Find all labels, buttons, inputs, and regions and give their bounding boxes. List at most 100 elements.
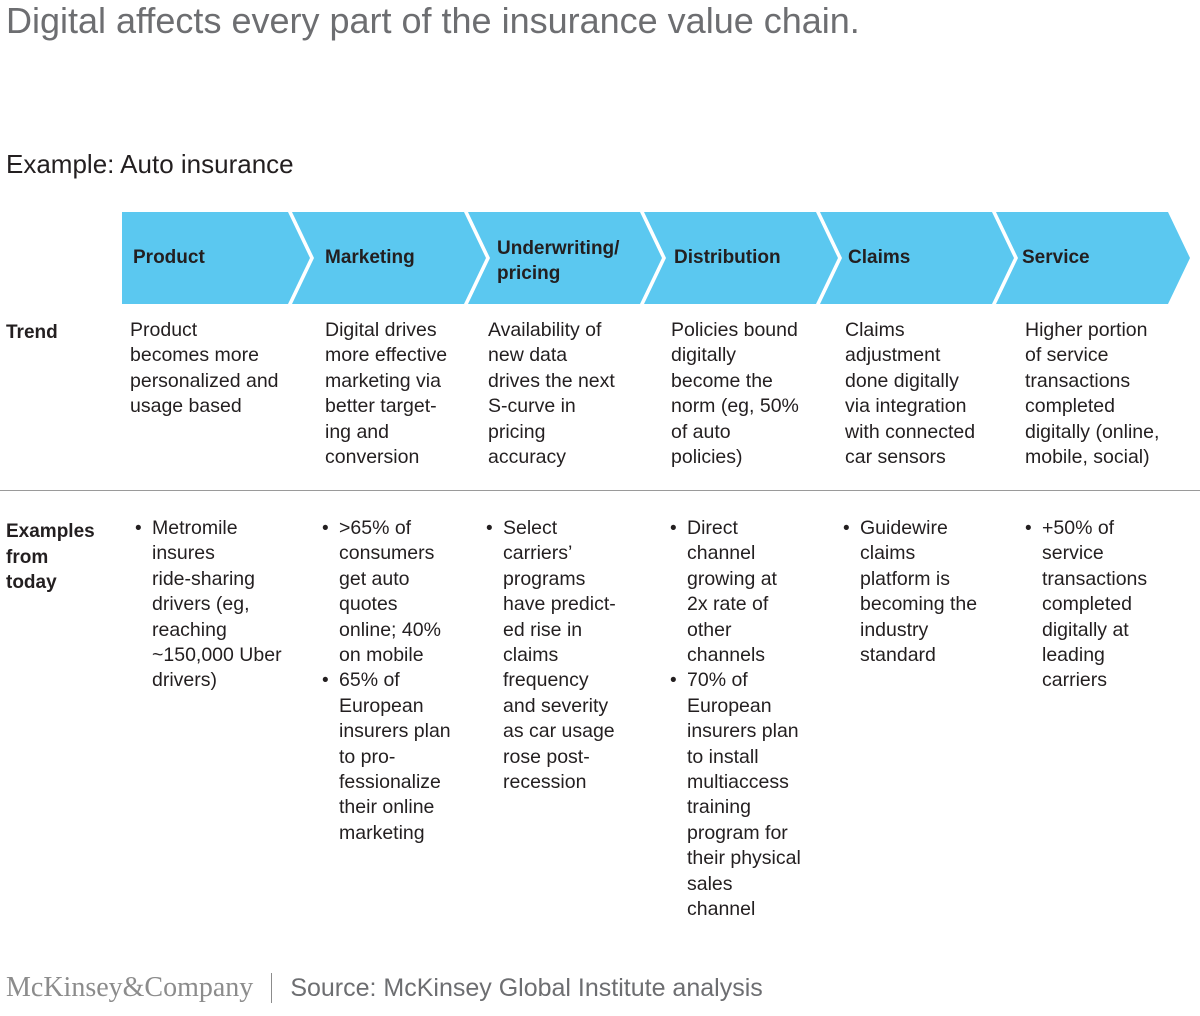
bullet-line: quotes — [339, 593, 398, 616]
trend-line: Digital drives — [325, 319, 437, 341]
bullet-line: Guidewire — [860, 517, 948, 539]
trend-line: personalized and — [130, 369, 279, 392]
trend-line: via integration — [845, 395, 967, 418]
bullet-line: reaching — [152, 618, 227, 641]
bullet-list: Guidewire claims platform is becoming th… — [843, 516, 1014, 668]
trend-marketing: Digital drives more effective marketing … — [325, 318, 485, 470]
examples-marketing: >65% of consumers get auto quotes online… — [322, 516, 483, 846]
bullet-line: standard — [860, 644, 936, 667]
bullet-line: their online — [339, 796, 435, 819]
trend-line: pricing — [488, 420, 546, 443]
bullet-line: sales — [687, 872, 733, 895]
bullet-line: have predict- — [503, 593, 616, 616]
bullet-line: growing at — [687, 567, 777, 590]
trend-line: done digitally — [845, 369, 959, 392]
bullet-line: 2x rate of — [687, 593, 769, 616]
trend-line: drives the next — [488, 369, 615, 392]
row-label-examples: Examples from today — [6, 519, 95, 596]
chevron-product — [122, 212, 310, 304]
value-chain-chevrons — [122, 212, 1190, 304]
trend-line: Policies bound — [671, 319, 798, 341]
trend-line: new data — [488, 344, 568, 367]
bullet-line: ed rise in — [503, 618, 583, 641]
trend-line: Availability of — [488, 319, 602, 341]
bullet-line: consumers — [339, 542, 435, 565]
bullet-line: on mobile — [339, 644, 424, 667]
trend-line: Claims — [845, 319, 905, 341]
page-title: Digital affects every part of the insura… — [6, 0, 860, 41]
bullet-line: program for — [687, 821, 788, 844]
trend-line: transactions — [1025, 369, 1131, 392]
bullet-line: European — [687, 694, 772, 717]
bullet-line: Select — [503, 517, 558, 539]
bullet-line: drivers) — [152, 669, 218, 692]
stage-label-product: Product — [133, 247, 205, 268]
bullet-line: leading — [1042, 644, 1105, 667]
trend-line: policies) — [671, 446, 743, 469]
trend-line: of service — [1025, 344, 1109, 367]
bullet-line: to install — [687, 745, 759, 768]
bullet-list: Direct channel growing at 2x rate of oth… — [670, 516, 841, 923]
bullet-line: claims — [503, 644, 559, 667]
stage-label-underwriting: Underwriting/ pricing — [497, 236, 619, 286]
bullet-item: Select carriers’ programs have predict- … — [486, 516, 657, 795]
footer: McKinsey&Company Source: McKinsey Global… — [6, 968, 763, 1008]
example-subtitle: Example: Auto insurance — [6, 149, 294, 179]
trend-claims: Claims adjustment done digitally via int… — [845, 318, 1015, 470]
bullet-list: Metromile insures ride-sharing drivers (… — [135, 516, 306, 694]
stage-label-claims: Claims — [848, 247, 911, 268]
bullet-line: ride-sharing — [152, 567, 255, 590]
trend-line: digitally (online, — [1025, 420, 1160, 443]
trend-line: ing and — [325, 420, 389, 443]
bullet-line: channels — [687, 644, 766, 667]
row-label-examples-line: today — [6, 572, 57, 593]
bullet-line: to pro- — [339, 745, 396, 768]
trend-line: usage based — [130, 395, 242, 418]
bullet-line: Metromile — [152, 517, 238, 539]
trend-line: accuracy — [488, 446, 567, 469]
bullet-item: >65% of consumers get auto quotes online… — [322, 516, 483, 668]
trend-line: completed — [1025, 395, 1115, 418]
bullet-line: rose post- — [503, 745, 590, 768]
row-label-examples-line: from — [6, 546, 49, 568]
trend-line: with connected — [845, 420, 976, 443]
trend-line: becomes more — [130, 344, 259, 367]
trend-line: more effective — [325, 344, 448, 367]
trend-line: S-curve in — [488, 395, 576, 418]
bullet-line: online; 40% — [339, 618, 441, 641]
trend-line: norm (eg, 50% — [671, 395, 799, 418]
bullet-line: as car usage — [503, 720, 615, 743]
bullet-line: transactions — [1042, 567, 1148, 590]
examples-service: +50% of service transactions completed d… — [1025, 516, 1196, 694]
bullet-line: ~150,000 Uber — [152, 644, 282, 667]
bullet-line: becoming the — [860, 593, 978, 616]
trend-line: become the — [671, 369, 773, 392]
stage-label-underwriting-line2: pricing — [497, 263, 561, 284]
chevron-marketing — [292, 212, 486, 304]
trend-line: marketing via — [325, 369, 441, 392]
chevron-claims — [820, 212, 1014, 304]
bullet-list: +50% of service transactions completed d… — [1025, 516, 1196, 694]
trend-line: better target- — [325, 395, 437, 418]
source-note: Source: McKinsey Global Institute analys… — [290, 973, 763, 1002]
bullet-item: Guidewire claims platform is becoming th… — [843, 516, 1014, 668]
stage-label-service: Service — [1022, 247, 1090, 268]
bullet-line: recession — [503, 771, 587, 794]
trend-line: car sensors — [845, 446, 946, 469]
bullet-line: service — [1042, 542, 1104, 565]
bullet-line: training — [687, 796, 751, 819]
bullet-line: platform is — [860, 567, 950, 590]
row-divider — [0, 490, 1200, 491]
bullet-line: frequency — [503, 669, 589, 692]
bullet-line: digitally at — [1042, 618, 1129, 641]
bullet-list: >65% of consumers get auto quotes online… — [322, 516, 483, 846]
bullet-line: carriers’ — [503, 542, 573, 565]
stage-label-underwriting-line1: Underwriting/ — [497, 238, 620, 259]
trend-underwriting: Availability of new data drives the next… — [488, 318, 658, 470]
trend-distribution: Policies bound digitally become the norm… — [671, 318, 836, 470]
examples-claims: Guidewire claims platform is becoming th… — [843, 516, 1014, 668]
bullet-line: other — [687, 618, 732, 641]
examples-distribution: Direct channel growing at 2x rate of oth… — [670, 516, 841, 923]
chevron-service — [996, 212, 1190, 304]
